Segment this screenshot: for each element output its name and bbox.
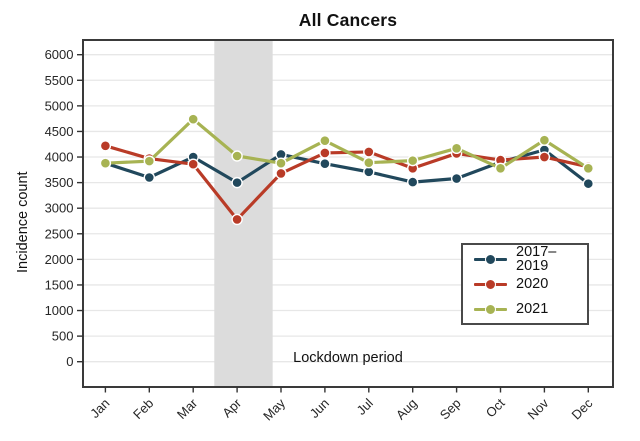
x-tick-label: Jan (87, 396, 112, 421)
data-point-2020-May (275, 167, 287, 180)
legend-label: 2017–2019 (516, 243, 557, 274)
x-tick-label: May (260, 395, 288, 423)
data-point-2020-Nov (538, 151, 551, 163)
data-point-2017–2019-Jul (363, 166, 375, 178)
data-point-2017–2019-Aug (407, 176, 419, 188)
y-tick-label: 0 (66, 354, 73, 369)
y-tick-label: 1000 (45, 303, 74, 318)
y-tick-label: 4500 (45, 124, 74, 139)
data-point-2021-Jun (319, 134, 331, 147)
x-tick-label: Dec (568, 395, 595, 422)
legend-marker-2020 (474, 278, 507, 290)
data-point-2021-Nov (538, 134, 551, 146)
legend-item-2021: 2021 (474, 298, 587, 320)
x-tick-label: Apr (219, 395, 244, 420)
legend-marker-2021 (474, 303, 507, 315)
data-point-2021-Jan (99, 157, 112, 169)
y-tick-label: 3500 (45, 175, 74, 190)
y-tick-label: 1500 (45, 277, 74, 292)
x-tick-label: Jul (354, 395, 376, 417)
y-tick-label: 6000 (45, 47, 74, 62)
data-point-2021-Dec (582, 162, 594, 174)
legend-item-2020: 2020 (474, 273, 587, 295)
data-point-2021-Aug (407, 154, 419, 167)
panel-background (83, 40, 613, 387)
x-tick-label: Mar (174, 395, 201, 422)
y-tick-label: 4000 (45, 150, 74, 165)
y-tick-label: 3000 (45, 201, 74, 216)
x-tick-label: Aug (393, 396, 420, 423)
x-tick-label: Oct (483, 395, 508, 420)
legend-item-2017-2019: 2017–2019 (474, 244, 587, 273)
y-tick-label: 5000 (45, 98, 74, 113)
data-point-2020-Apr (231, 213, 243, 226)
chart-legend: 2017–2019 2020 2021 (461, 243, 589, 325)
y-tick-label: 500 (52, 329, 74, 344)
data-point-2017–2019-Dec (582, 177, 594, 190)
data-point-2017–2019-Sep (450, 172, 463, 185)
data-point-2021-Apr (231, 150, 243, 162)
y-tick-label: 5500 (45, 73, 74, 88)
data-point-2020-Mar (187, 158, 199, 170)
data-point-2020-Jun (319, 147, 331, 159)
data-point-2020-Jan (99, 140, 112, 152)
legend-label: 2020 (516, 275, 549, 292)
x-tick-label: Sep (437, 396, 464, 423)
data-point-2017–2019-Jun (319, 157, 331, 170)
series-line-2021 (103, 117, 590, 170)
data-point-2017–2019-Feb (143, 171, 156, 184)
legend-label: 2021 (516, 300, 549, 317)
data-point-2020-Jul (363, 146, 375, 158)
x-tick-label: Feb (130, 396, 156, 422)
y-tick-label: 2500 (45, 226, 74, 241)
data-point-2021-Feb (143, 155, 156, 167)
data-point-2021-May (275, 157, 287, 169)
chart-title: All Cancers (298, 10, 398, 30)
data-point-2021-Oct (494, 162, 507, 174)
x-tick-label: Jun (307, 396, 332, 421)
data-point-2021-Sep (450, 142, 463, 155)
data-point-2017–2019-Apr (231, 176, 243, 189)
y-tick-label: 2000 (45, 252, 74, 267)
data-point-2021-Jul (363, 156, 375, 169)
lockdown-annotation: Lockdown period (293, 350, 403, 366)
panel-border (82, 39, 614, 388)
data-point-2021-Mar (187, 113, 199, 125)
x-tick-label: Nov (525, 395, 552, 422)
legend-marker-2017-2019 (474, 253, 507, 265)
